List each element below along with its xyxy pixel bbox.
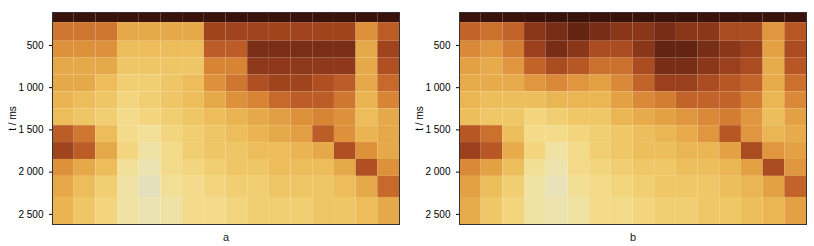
svg-text:a: a xyxy=(223,231,230,243)
svg-text:t / ms: t / ms xyxy=(7,106,18,130)
svg-text:1 000: 1 000 xyxy=(425,82,450,93)
svg-text:2 000: 2 000 xyxy=(18,166,43,177)
svg-text:500: 500 xyxy=(27,40,44,51)
svg-text:1 000: 1 000 xyxy=(18,82,43,93)
svg-text:2 500: 2 500 xyxy=(18,209,43,220)
svg-text:2 000: 2 000 xyxy=(425,166,450,177)
svg-text:500: 500 xyxy=(434,40,451,51)
svg-text:t / ms: t / ms xyxy=(414,106,425,130)
svg-text:b: b xyxy=(630,231,636,243)
svg-text:1 500: 1 500 xyxy=(18,124,43,135)
svg-text:1 500: 1 500 xyxy=(425,124,450,135)
svg-text:2 500: 2 500 xyxy=(425,209,450,220)
